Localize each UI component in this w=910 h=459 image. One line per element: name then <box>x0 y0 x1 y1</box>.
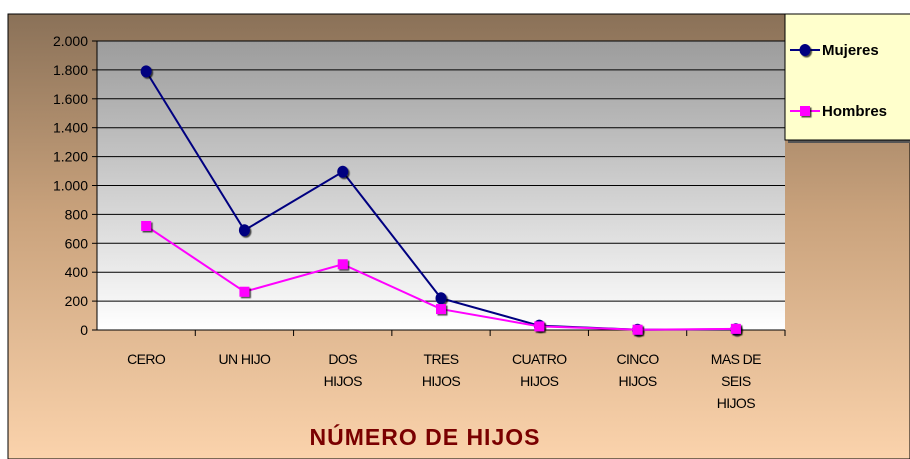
x-tick-label: UN HIJO <box>218 351 271 367</box>
data-point <box>239 286 250 297</box>
data-point <box>436 304 446 315</box>
data-point <box>730 323 741 334</box>
legend-marker <box>800 106 810 116</box>
data-point <box>141 220 152 231</box>
y-tick-label: 2.000 <box>53 33 88 49</box>
y-tick-label: 400 <box>65 264 89 280</box>
y-tick-label: 1.800 <box>53 62 88 78</box>
y-tick-label: 800 <box>65 206 89 222</box>
x-tick-label: CERO <box>127 351 166 367</box>
data-point <box>435 292 447 305</box>
data-point <box>337 165 349 178</box>
x-axis-title: NÚMERO DE HIJOS <box>310 423 541 450</box>
data-point <box>140 65 152 78</box>
legend-label: Hombres <box>822 103 887 120</box>
y-tick-label: 0 <box>80 322 88 338</box>
x-tick-label: MAS DE SEIS HIJOS <box>710 351 762 411</box>
legend-marker <box>799 44 811 56</box>
y-tick-label: 1.400 <box>53 120 88 136</box>
data-point <box>534 321 545 332</box>
y-tick-label: 1.000 <box>53 178 88 194</box>
y-tick-label: 1.600 <box>53 91 88 107</box>
data-point <box>238 224 250 237</box>
x-tick-label: TRES HIJOS <box>421 351 461 389</box>
data-point <box>632 324 643 335</box>
y-tick-label: 200 <box>65 293 89 309</box>
x-tick-label: CINCO HIJOS <box>616 351 660 389</box>
x-tick-label: CUATRO HIJOS <box>512 351 567 389</box>
x-tick-label: DOS HIJOS <box>323 351 363 389</box>
y-tick-label: 600 <box>65 235 89 251</box>
legend <box>784 13 910 141</box>
y-tick-label: 1.200 <box>53 149 88 165</box>
data-point <box>337 259 348 270</box>
legend-label: Mujeres <box>822 42 879 59</box>
